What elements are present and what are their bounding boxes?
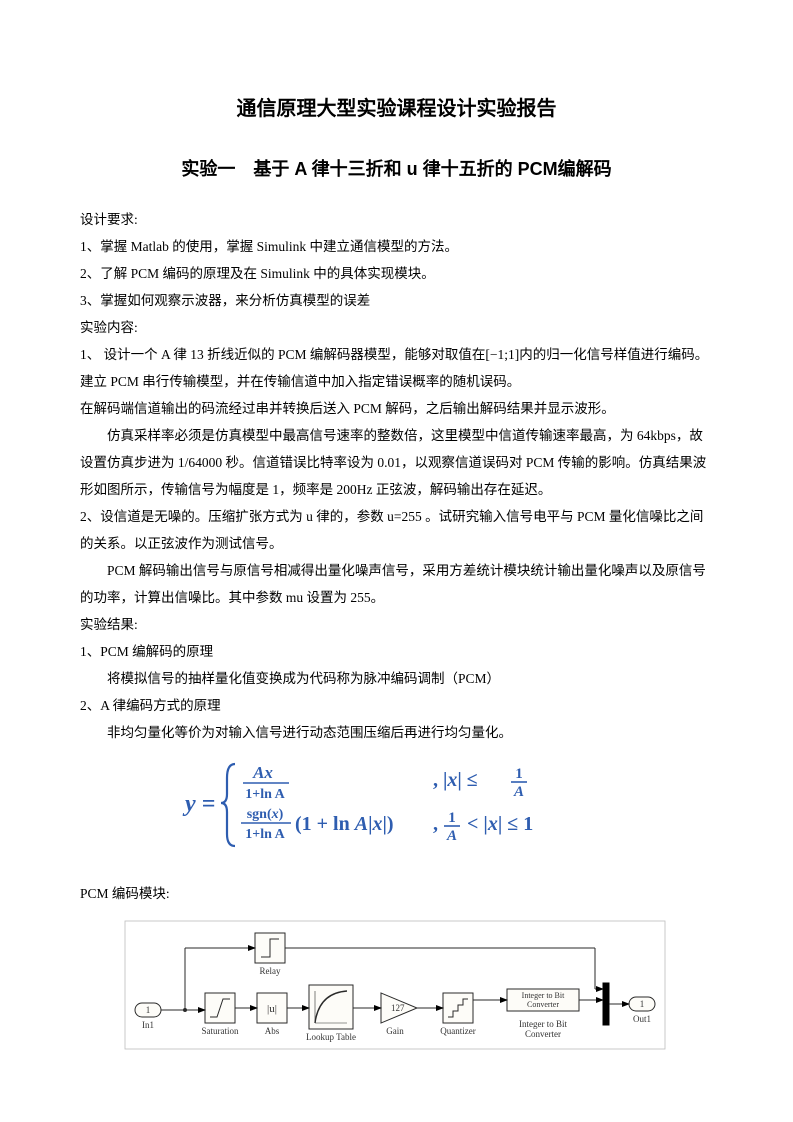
f-lhs: y = (182, 791, 215, 817)
design-req-2: 2、了解 PCM 编码的原理及在 Simulink 中的具体实现模块。 (80, 260, 713, 287)
r1-num: 1、 (80, 644, 100, 659)
r2-num: 2、 (80, 698, 100, 713)
saturation-sublabel: Saturation (202, 1026, 239, 1036)
abs-label: |u| (267, 1003, 277, 1015)
content-p4: 2、设信道是无噪的。压缩扩张方式为 u 律的，参数 u=255 。试研究输入信号… (80, 503, 713, 557)
result-label: 实验结果: (80, 611, 713, 638)
page-title: 通信原理大型实验课程设计实验报告 (80, 90, 713, 128)
i2b2-line1: Converter (525, 1029, 561, 1039)
r1-title: PCM 编解码的原理 (100, 644, 213, 659)
encode-module-label: PCM 编码模块: (80, 880, 713, 907)
content-p5: PCM 解码输出信号与原信号相减得出量化噪声信号，采用方差统计模块统计输出量化噪… (80, 557, 713, 611)
relay-sublabel: Relay (260, 966, 281, 976)
formula: y = Ax 1+ln A , |x| ≤ 1 A sgn(x) 1+ln A … (80, 756, 713, 862)
lookup-sublabel: Lookup Table (306, 1032, 356, 1042)
f-r1-den: 1+ln A (245, 787, 285, 802)
f-r2-fd: A (445, 828, 456, 844)
f-r2-suf: < |x| ≤ 1 (467, 813, 533, 835)
in1-sublabel: In1 (142, 1020, 154, 1030)
content-p1: 1、 设计一个 A 律 13 折线近似的 PCM 编解码器模型，能够对取值在[−… (80, 341, 713, 395)
result-2-body: 非均匀量化等价为对输入信号进行动态范围压缩后再进行均匀量化。 (80, 719, 713, 746)
design-req-label: 设计要求: (80, 206, 713, 233)
experiment-heading: 实验一基于 A 律十三折和 u 律十五折的 PCM编解码 (80, 152, 713, 186)
out1-sublabel: Out1 (633, 1014, 651, 1024)
pcm-encode-diagram: 1 In1 Saturation Relay |u| Abs Lookup Table 127… (80, 915, 713, 1066)
f-r2-den: 1+ln A (245, 827, 285, 842)
out1-label: 1 (640, 999, 645, 1009)
abs-sublabel: Abs (265, 1026, 280, 1036)
f-r2-fn: 1 (448, 810, 456, 826)
quantizer-sublabel: Quantizer (440, 1026, 475, 1036)
brace-icon (221, 764, 235, 846)
content-p2: 在解码端信道输出的码流经过串并转换后送入 PCM 解码，之后输出解码结果并显示波… (80, 395, 713, 422)
design-req-3: 3、掌握如何观察示波器，来分析仿真模型的误差 (80, 287, 713, 314)
exp-prefix: 实验一 (181, 159, 235, 179)
gain-label: 127 (391, 1003, 405, 1013)
result-1-body: 将模拟信号的抽样量化值变换成为代码称为脉冲编码调制（PCM） (80, 665, 713, 692)
f-r1-r: , |x| ≤ (433, 769, 478, 791)
exp-name: 基于 A 律十三折和 u 律十五折的 PCM编解码 (253, 159, 611, 179)
design-req-1: 1、掌握 Matlab 的使用，掌握 Simulink 中建立通信模型的方法。 (80, 233, 713, 260)
i2b1-line1: Converter (527, 1000, 559, 1009)
result-2-head: 2、A 律编码方式的原理 (80, 692, 713, 719)
f-r2-num: sgn(x) (246, 807, 283, 822)
formula-svg: y = Ax 1+ln A , |x| ≤ 1 A sgn(x) 1+ln A … (177, 756, 617, 851)
diagram-svg: 1 In1 Saturation Relay |u| Abs Lookup Table 127… (80, 915, 700, 1055)
f-r1-fn: 1 (515, 766, 523, 782)
i2b1-line0: Integer to Bit (522, 991, 565, 1000)
f-r1-fd: A (512, 784, 523, 800)
f-r1-num: Ax (252, 763, 273, 782)
node-dot (183, 1008, 187, 1012)
in1-label: 1 (146, 1005, 151, 1015)
content-p3: 仿真采样率必须是仿真模型中最高信号速率的整数倍，这里模型中信道传输速率最高，为 … (80, 422, 713, 503)
result-1-head: 1、PCM 编解码的原理 (80, 638, 713, 665)
content-label: 实验内容: (80, 314, 713, 341)
gain-sublabel: Gain (386, 1026, 404, 1036)
mux (603, 983, 609, 1025)
i2b2-line0: Integer to Bit (519, 1019, 567, 1029)
f-r2-pref: , (433, 813, 438, 835)
f-r2-mid: (1 + ln A|x|) (295, 813, 394, 835)
r2-title: A 律编码方式的原理 (100, 698, 220, 713)
